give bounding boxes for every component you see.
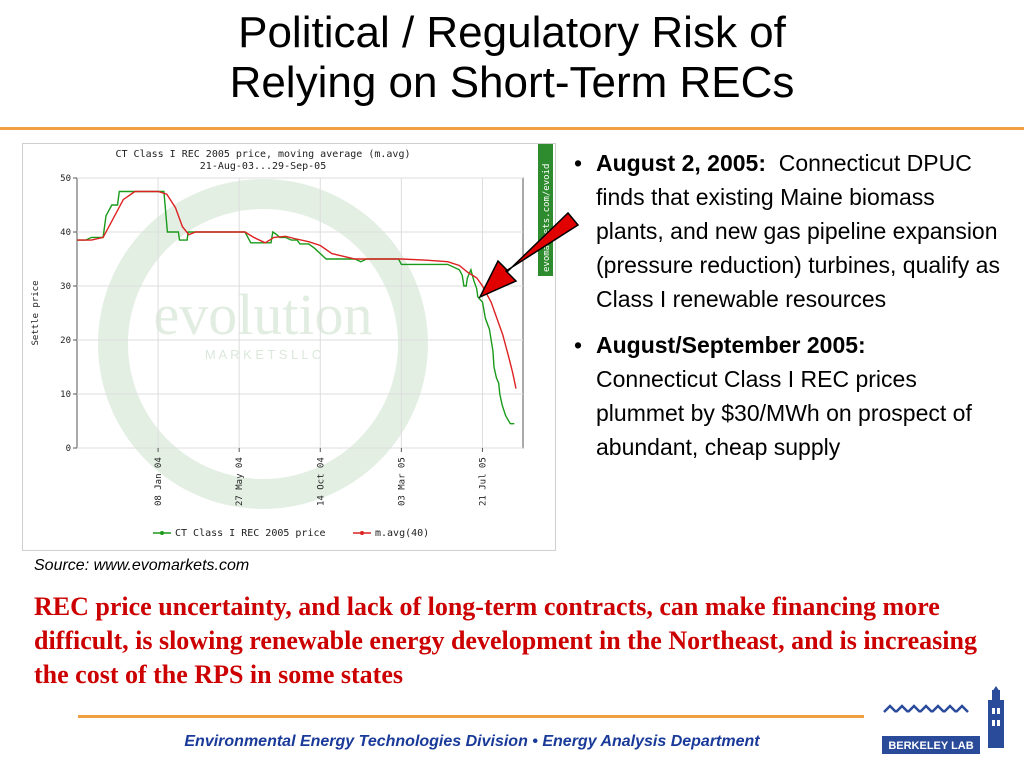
slide-title: Political / Regulatory Risk of Relying o… — [0, 8, 1024, 108]
source-caption: Source: www.evomarkets.com — [34, 557, 250, 574]
y-tick-label: 20 — [60, 336, 71, 346]
watermark-brand: evolution — [153, 282, 372, 347]
footer-text: Environmental Energy Technologies Divisi… — [184, 733, 760, 750]
legend-marker-2 — [360, 531, 364, 535]
x-tick-label: 21 Jul 05 — [478, 457, 488, 506]
title-line-2: Relying on Short-Term RECs — [229, 58, 795, 107]
x-tick-label: 27 May 04 — [235, 457, 245, 506]
y-tick-label: 0 — [66, 444, 71, 454]
x-tick-label: 03 Mar 05 — [397, 457, 407, 506]
y-tick-label: 30 — [60, 282, 71, 292]
x-tick-label: 14 Oct 04 — [316, 457, 326, 506]
logo-label: BERKELEY LAB — [888, 740, 973, 752]
berkeley-lab-logo: BERKELEY LAB — [876, 686, 1016, 762]
chart-subtitle: 21-Aug-03...29-Sep-05 — [200, 161, 326, 172]
bullet-dot-icon: • — [574, 150, 583, 176]
chart-title: CT Class I REC 2005 price, moving averag… — [115, 149, 410, 160]
annotation-arrow-icon — [478, 211, 580, 299]
legend-label-2: m.avg(40) — [375, 528, 429, 539]
bullet-1-text: Connecticut DPUC finds that existing Mai… — [596, 150, 1000, 312]
y-tick-label: 40 — [60, 228, 71, 238]
bullet-item-1: • August 2, 2005: Connecticut DPUC finds… — [574, 146, 1004, 316]
bullet-list: • August 2, 2005: Connecticut DPUC finds… — [574, 146, 1004, 476]
legend-label-1: CT Class I REC 2005 price — [175, 528, 326, 539]
bullet-1-heading: August 2, 2005: — [596, 150, 766, 176]
conclusion-text: REC price uncertainty, and lack of long-… — [34, 592, 977, 689]
x-tick-label: 08 Jan 04 — [154, 457, 164, 506]
series-line-1 — [77, 190, 515, 425]
bullet-item-2: • August/September 2005: Connecticut Cla… — [574, 328, 1004, 464]
bullet-2-text: Connecticut Class I REC prices plummet b… — [596, 366, 972, 460]
y-tick-label: 50 — [60, 174, 71, 184]
y-axis-label: Settle price — [31, 280, 41, 345]
watermark-ring-icon — [98, 179, 428, 509]
y-tick-label: 10 — [60, 390, 71, 400]
title-divider — [0, 127, 1024, 130]
legend-marker-1 — [160, 531, 164, 535]
bullet-dot-icon: • — [574, 332, 583, 358]
footer-divider — [78, 715, 864, 718]
bullet-2-heading: August/September 2005: — [596, 332, 866, 358]
rec-price-chart: evolution M A R K E T S L L C evomarkets.c… — [22, 143, 556, 551]
berkeley-lab-logo-icon: BERKELEY LAB — [882, 686, 1004, 754]
watermark-brand-sub: M A R K E T S L L C — [205, 347, 321, 362]
side-tag-text: evomarkets.com/evoid — [542, 164, 552, 272]
title-line-1: Political / Regulatory Risk of — [238, 8, 786, 57]
